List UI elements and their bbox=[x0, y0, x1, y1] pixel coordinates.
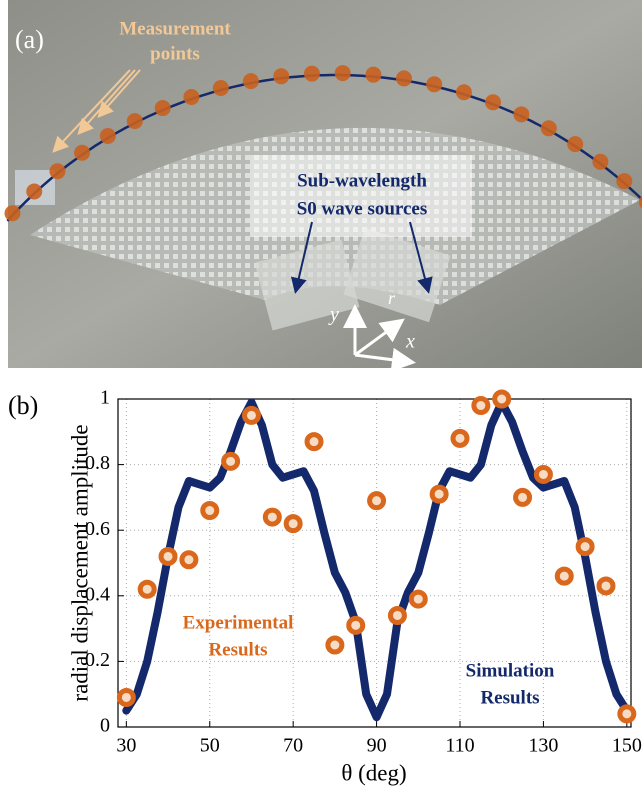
plot-area bbox=[118, 399, 631, 727]
photo-dot bbox=[567, 136, 584, 153]
chart: (b) radial displacement amplitude θ (deg… bbox=[8, 387, 642, 786]
photo-dot bbox=[49, 163, 66, 180]
arrow bbox=[290, 221, 313, 294]
experimental-point bbox=[367, 491, 387, 511]
experimental-point bbox=[158, 546, 178, 566]
y-tick-label: 1 bbox=[100, 387, 110, 409]
simulation-line bbox=[122, 398, 631, 722]
source-block bbox=[343, 227, 451, 323]
experimental-point bbox=[116, 687, 136, 707]
axis-arrow bbox=[354, 347, 416, 372]
x-tick-label: 70 bbox=[283, 735, 303, 757]
photo-dot bbox=[426, 76, 443, 93]
photo-dot bbox=[395, 70, 412, 87]
photo-dot bbox=[126, 113, 143, 130]
experimental-point bbox=[179, 550, 199, 570]
plot-frame bbox=[117, 398, 632, 728]
photo-panel: (a) Measurement points Sub-wavelength S0… bbox=[4, 0, 642, 372]
photo-dot bbox=[303, 65, 320, 82]
y-tick-label: 0.4 bbox=[85, 583, 110, 605]
photo-dot bbox=[4, 205, 21, 222]
x-axis-label: θ (deg) bbox=[341, 760, 406, 785]
experimental-point bbox=[137, 579, 157, 599]
photo-dot bbox=[638, 195, 642, 209]
photo-dot bbox=[365, 66, 382, 83]
photo-dot bbox=[183, 89, 200, 106]
experimental-point bbox=[617, 704, 637, 724]
photo-dot bbox=[592, 153, 609, 170]
x-tick-label: 130 bbox=[528, 735, 558, 757]
measurement-dots bbox=[4, 65, 642, 222]
label-box bbox=[250, 155, 472, 237]
photo-label: Measurement bbox=[119, 18, 231, 39]
x-tick-label: 90 bbox=[367, 735, 387, 757]
experimental-point bbox=[596, 576, 616, 596]
experimental-point bbox=[533, 464, 553, 484]
photo-dot bbox=[540, 120, 557, 137]
experimental-point bbox=[262, 507, 282, 527]
y-tick-label: 0 bbox=[100, 715, 110, 737]
experimental-point bbox=[304, 432, 324, 452]
experimental-point bbox=[492, 389, 512, 409]
panel-label: (b) bbox=[8, 391, 38, 420]
arrow bbox=[97, 69, 141, 118]
arrow bbox=[409, 221, 433, 294]
axis-letter: r bbox=[388, 288, 396, 308]
y-tick-label: 0.6 bbox=[85, 518, 110, 540]
photo-dot bbox=[242, 73, 259, 90]
experimental-point bbox=[241, 405, 261, 425]
source-block bbox=[254, 239, 360, 331]
experimental-point bbox=[200, 501, 220, 521]
photo-label: points bbox=[150, 43, 200, 64]
x-tick-label: 110 bbox=[445, 735, 474, 757]
photo-dot bbox=[485, 94, 502, 111]
experimental-point bbox=[325, 635, 345, 655]
axis-letter: y bbox=[328, 304, 339, 326]
photo-dot bbox=[273, 68, 290, 85]
y-tick-label: 0.2 bbox=[85, 649, 110, 671]
annotation: Results bbox=[208, 639, 267, 660]
photo-label: S0 wave sources bbox=[297, 198, 428, 219]
axis-arrow bbox=[354, 318, 405, 357]
photo-dot bbox=[513, 106, 530, 123]
photo-dot bbox=[212, 80, 229, 97]
experimental-point bbox=[346, 615, 366, 635]
axis-letter: x bbox=[405, 331, 415, 353]
photo-dot bbox=[616, 173, 633, 190]
x-tick-label: 50 bbox=[200, 735, 220, 757]
experimental-point bbox=[513, 487, 533, 507]
photo-dot bbox=[26, 183, 43, 200]
y-tick-label: 0.8 bbox=[85, 452, 110, 474]
photo-dot bbox=[455, 84, 472, 101]
experimental-point bbox=[429, 484, 449, 504]
annotation: Experimental bbox=[183, 612, 294, 633]
annotation: Simulation bbox=[466, 660, 555, 681]
photo-dot bbox=[334, 65, 351, 82]
experimental-point bbox=[283, 514, 303, 534]
panel-label: (a) bbox=[15, 25, 44, 54]
y-axis-label: radial displacement amplitude bbox=[67, 424, 92, 701]
annotation: Results bbox=[480, 687, 539, 708]
experimental-point bbox=[387, 605, 407, 625]
experimental-point bbox=[471, 396, 491, 416]
x-tick-label: 30 bbox=[116, 735, 136, 757]
x-tick-label: 150 bbox=[612, 735, 642, 757]
photo-label: Sub-wavelength bbox=[297, 170, 427, 191]
photo-dot bbox=[154, 100, 171, 117]
experimental-point bbox=[221, 451, 241, 471]
photo-dot bbox=[99, 127, 116, 144]
experimental-point bbox=[450, 428, 470, 448]
arrow bbox=[52, 69, 131, 153]
experimental-point bbox=[554, 566, 574, 586]
experimental-point bbox=[575, 537, 595, 557]
photo-dot bbox=[74, 144, 91, 161]
experimental-point bbox=[408, 589, 428, 609]
